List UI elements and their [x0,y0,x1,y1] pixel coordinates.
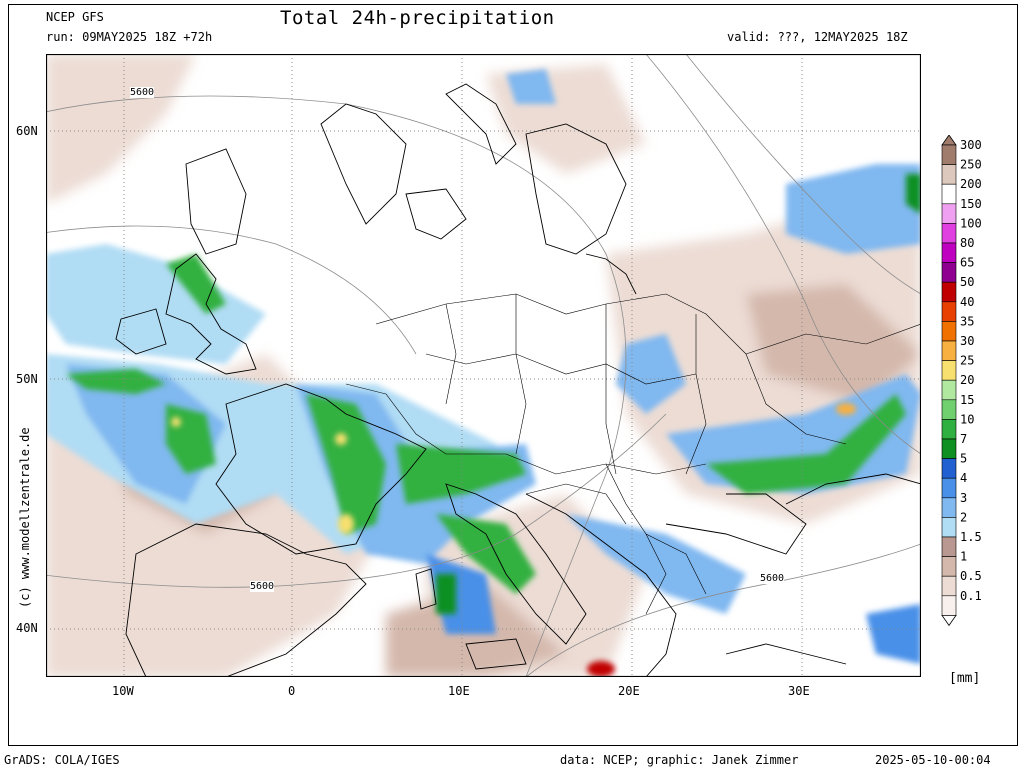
legend-swatch [941,360,957,381]
peak-precip-spots [171,403,856,677]
lon-label-10e: 10E [448,684,470,698]
legend-label: 300 [960,138,982,152]
plot-frame [8,4,1018,746]
legend-swatch [941,183,957,205]
legend-label: 150 [960,197,982,211]
legend-swatch [941,301,957,322]
legend-label: 80 [960,236,974,250]
lat-label-50n: 50N [16,372,38,386]
legend-label: 2 [960,510,967,524]
legend-label: 15 [960,393,974,407]
legend-swatch [941,144,957,165]
legend-label: 1 [960,550,967,564]
legend-swatch [941,614,957,627]
legend-swatch [941,438,957,459]
precipitation-map [46,54,921,677]
lon-label-20e: 20E [618,684,640,698]
legend-label: 0.5 [960,569,982,583]
legend-swatch [941,164,957,185]
legend-label: 250 [960,158,982,172]
legend-unit: [mm] [949,671,981,686]
legend-label: 10 [960,412,974,426]
chart-title: Total 24h-precipitation [280,7,555,29]
lon-label-10w: 10W [112,684,134,698]
legend-label: 100 [960,216,982,230]
contour-label: 5600 [760,573,785,584]
timestamp: 2025-05-10-00:04 [875,753,991,767]
lon-label-0: 0 [288,684,296,698]
legend-swatch [941,536,957,557]
legend-label: 20 [960,373,974,387]
heavy-precip-areas [66,174,921,614]
legend-label: 65 [960,256,974,270]
legend-swatch [941,595,957,616]
precipitation-legend: 300 250 200 150 100 80 65 50 40 35 30 25 20 15 10 7 5 4 3 2… [941,135,982,627]
valid-label: valid: ???, 12MAY2025 18Z [727,30,908,44]
legend-label: 5 [960,452,967,466]
legend-swatch [941,497,957,518]
legend-label: 3 [960,491,967,505]
legend-swatch [941,340,957,361]
lat-label-40n: 40N [16,621,38,635]
country-borders [345,293,921,615]
lat-label-60n: 60N [16,124,38,138]
geopotential-contours [46,54,921,677]
legend-swatch [941,517,957,538]
legend-swatch [941,419,957,440]
legend-label: 40 [960,295,974,309]
side-credit: (c) www.modellzentrale.de [18,427,32,608]
data-credit: data: NCEP; graphic: Janek Zimmer [560,753,799,767]
lon-label-30e: 30E [788,684,810,698]
legend-swatch [941,223,957,244]
contour-label: 5600 [250,581,275,592]
legend-swatch [941,203,957,224]
legend-label: 25 [960,354,974,368]
legend-label: 0.1 [960,589,982,603]
legend-swatch [941,575,957,597]
model-label: NCEP GFS [46,10,104,24]
contour-label: 5600 [130,87,155,98]
legend-swatch [941,379,957,401]
run-label: run: 09MAY2025 18Z +72h [46,30,213,44]
legend-label: 30 [960,334,974,348]
legend-swatch [941,242,957,263]
legend-label: 50 [960,275,974,289]
legend-label: 4 [960,471,967,485]
software-credit: GrADS: COLA/IGES [4,753,120,767]
legend-swatch [941,262,957,283]
legend-label: 200 [960,177,982,191]
legend-label: 1.5 [960,530,982,544]
legend-swatch [941,458,957,479]
legend-swatch [941,556,957,577]
legend-swatch [941,321,957,342]
legend-swatch [941,281,957,303]
legend-label: 7 [960,432,967,446]
legend-label: 35 [960,314,974,328]
legend-swatch [941,399,957,420]
legend-swatch [941,135,957,146]
coastlines [115,83,921,677]
legend-swatch [941,477,957,499]
